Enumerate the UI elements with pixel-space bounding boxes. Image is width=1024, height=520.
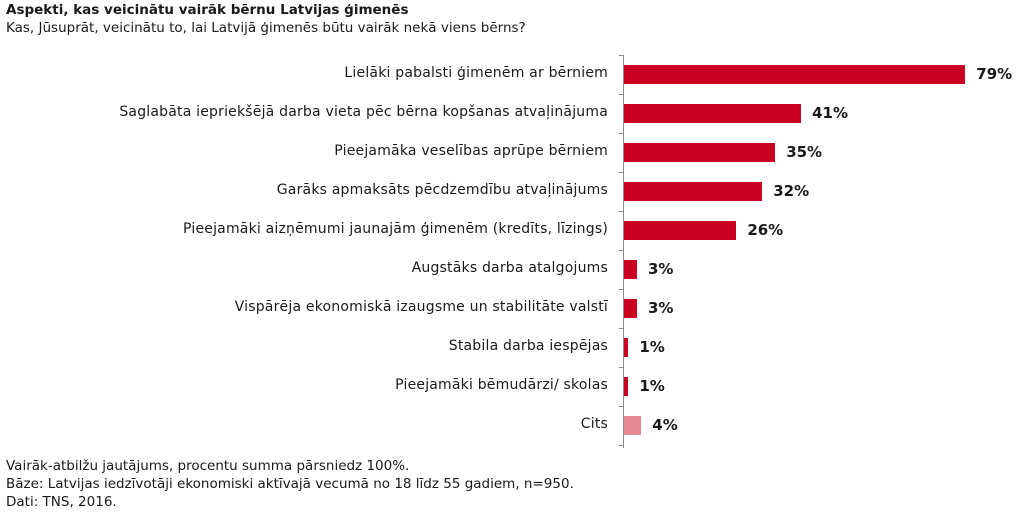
bar bbox=[624, 338, 629, 357]
bar-row: Saglabāta iepriekšējā darba vieta pēc bē… bbox=[0, 94, 1024, 133]
bar bbox=[624, 143, 776, 162]
axis-tick bbox=[619, 250, 623, 251]
axis-tick bbox=[619, 406, 623, 407]
bar-row: Garāks apmaksāts pēcdzemdību atvaļinājum… bbox=[0, 172, 1024, 211]
chart-subtitle: Kas, Jūsuprāt, veicinātu to, lai Latvijā… bbox=[6, 20, 526, 36]
value-label: 1% bbox=[639, 338, 665, 356]
bar-row: Lielāki pabalsti ģimenēm ar bērniem 79% bbox=[0, 55, 1024, 94]
category-label: Vispārēja ekonomiskā izaugsme un stabili… bbox=[234, 299, 608, 315]
category-label: Pieejamāki aizņēmumi jaunajām ģimenēm (k… bbox=[183, 221, 608, 237]
category-label: Stabila darba iespējas bbox=[448, 338, 608, 354]
value-label: 32% bbox=[773, 182, 810, 200]
chart-title: Aspekti, kas veicinātu vairāk bērnu Latv… bbox=[6, 2, 409, 18]
bar bbox=[624, 377, 629, 396]
category-label: Augstāks darba atalgojums bbox=[411, 260, 608, 276]
axis-tick bbox=[619, 367, 623, 368]
axis-tick bbox=[619, 328, 623, 329]
bar-row: Pieejamāki bēmudārzi/ skolas 1% bbox=[0, 367, 1024, 406]
category-label: Pieejamāki bēmudārzi/ skolas bbox=[395, 377, 608, 393]
category-label: Pieejamāka veselības aprūpe bērniem bbox=[334, 143, 608, 159]
value-label: 79% bbox=[976, 65, 1013, 83]
axis-tick bbox=[619, 133, 623, 134]
bar-row: Cits 4% bbox=[0, 406, 1024, 445]
bar bbox=[624, 299, 637, 318]
footnote-multiple-answers: Vairāk-atbilžu jautājums, procentu summa… bbox=[6, 458, 410, 474]
bar-row: Pieejamāki aizņēmumi jaunajām ģimenēm (k… bbox=[0, 211, 1024, 250]
category-label: Saglabāta iepriekšējā darba vieta pēc bē… bbox=[119, 104, 608, 120]
axis-tick bbox=[619, 289, 623, 290]
bar-row: Augstāks darba atalgojums 3% bbox=[0, 250, 1024, 289]
value-label: 3% bbox=[647, 299, 674, 317]
footnotes: Vairāk-atbilžu jautājums, procentu summa… bbox=[6, 457, 574, 511]
category-axis bbox=[623, 55, 624, 448]
value-label: 1% bbox=[639, 377, 665, 395]
bar bbox=[624, 260, 637, 279]
footnote-base: Bāze: Latvijas iedzīvotāji ekonomiski ak… bbox=[6, 476, 574, 492]
bar-chart: Lielāki pabalsti ģimenēm ar bērniem 79% Sa… bbox=[0, 55, 1024, 450]
bar-row: Pieejamāka veselības aprūpe bērniem 35% bbox=[0, 133, 1024, 172]
axis-tick bbox=[619, 211, 623, 212]
value-label: 41% bbox=[812, 104, 849, 122]
bar-row: Vispārēja ekonomiskā izaugsme un stabili… bbox=[0, 289, 1024, 328]
value-label: 4% bbox=[652, 416, 678, 434]
axis-tick bbox=[619, 445, 623, 446]
bar bbox=[624, 221, 737, 240]
bar bbox=[624, 65, 966, 84]
bar bbox=[624, 104, 802, 123]
bar bbox=[624, 182, 763, 201]
axis-tick bbox=[619, 172, 623, 173]
value-label: 3% bbox=[647, 260, 674, 278]
value-label: 26% bbox=[747, 221, 784, 239]
category-label: Garāks apmaksāts pēcdzemdību atvaļinājum… bbox=[276, 182, 608, 198]
category-label: Lielāki pabalsti ģimenēm ar bērniem bbox=[344, 65, 608, 81]
axis-tick bbox=[619, 55, 623, 56]
bar bbox=[624, 416, 642, 435]
category-label: Cits bbox=[580, 416, 608, 432]
footnote-source: Dati: TNS, 2016. bbox=[6, 494, 117, 510]
value-label: 35% bbox=[786, 143, 823, 161]
axis-tick bbox=[619, 94, 623, 95]
bar-row: Stabila darba iespējas 1% bbox=[0, 328, 1024, 367]
